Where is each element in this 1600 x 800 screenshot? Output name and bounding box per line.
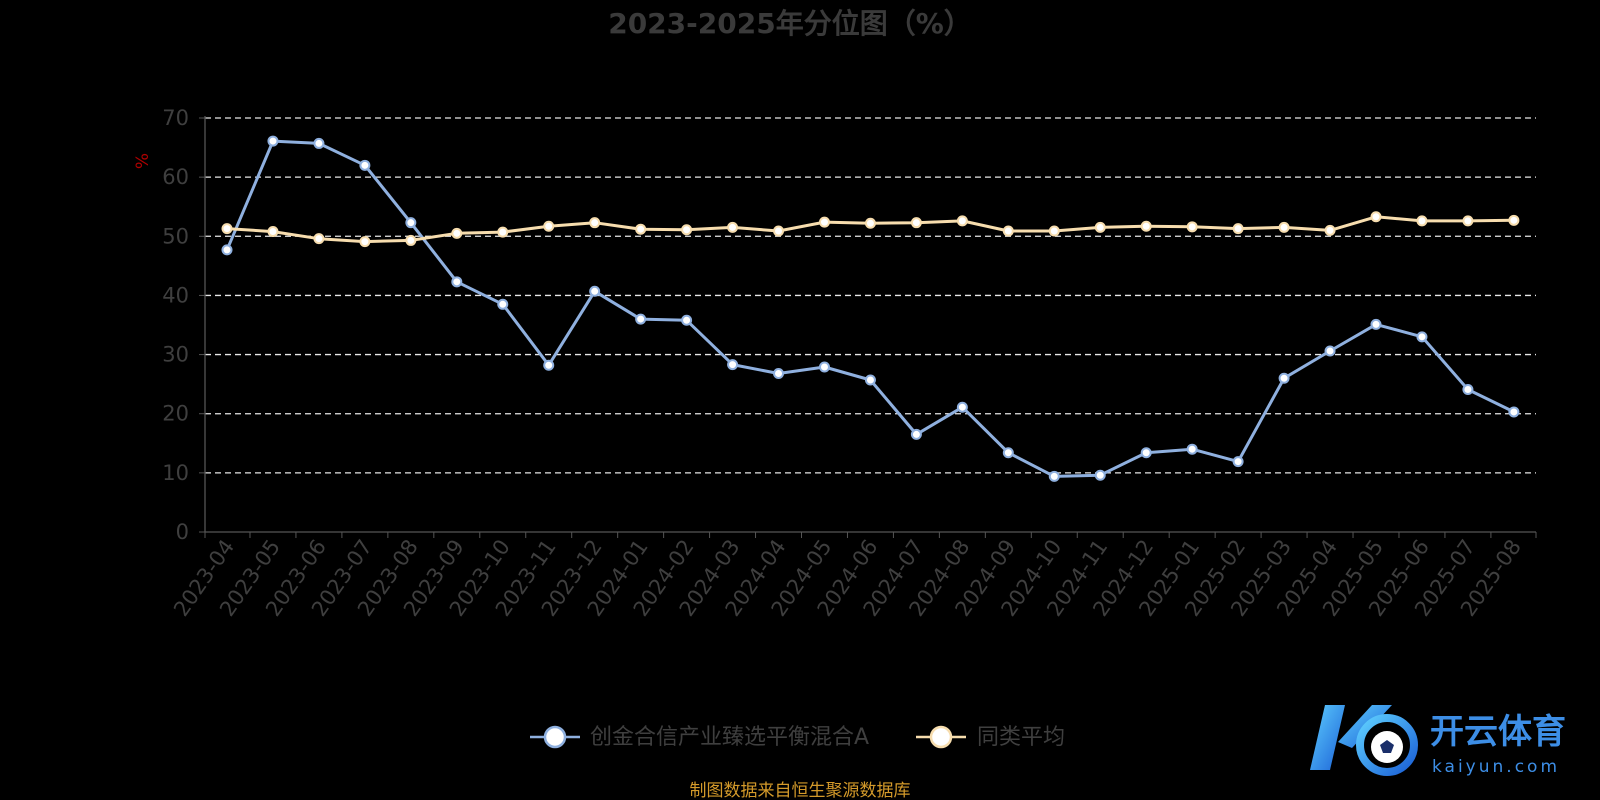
- y-tick-label-60: 60: [162, 165, 189, 189]
- legend-average-label: 同类平均: [977, 725, 1065, 750]
- y-axis-label: %: [133, 153, 153, 169]
- data-point-0-2024-08: [956, 401, 968, 413]
- data-point-0-2024-10: [1048, 470, 1060, 482]
- data-point-1-2024-05: [818, 216, 830, 228]
- data-point-1-2023-10: [497, 226, 509, 238]
- data-point-0-2024-06: [864, 374, 876, 386]
- y-tick-label-30: 30: [162, 343, 189, 367]
- y-tick-label-70: 70: [162, 106, 189, 130]
- legend: 创金合信产业臻选平衡混合A 同类平均: [530, 725, 1065, 750]
- data-point-0-2025-08: [1508, 406, 1520, 418]
- brand-name: 开云体育: [1430, 712, 1566, 752]
- data-point-0-2024-01: [635, 313, 647, 325]
- data-point-1-2023-09: [451, 227, 463, 239]
- kaiyun-logo-icon: [1310, 705, 1418, 776]
- x-tick-labels: 2023-042023-052023-062023-072023-082023-…: [169, 535, 1526, 621]
- data-point-0-2023-11: [543, 359, 555, 371]
- data-point-1-2023-08: [405, 234, 417, 246]
- data-point-0-2023-07: [359, 159, 371, 171]
- data-point-0-2023-04: [221, 244, 233, 256]
- data-point-1-2025-08: [1508, 214, 1520, 226]
- data-point-1-2023-05: [267, 226, 279, 238]
- data-point-0-2024-02: [681, 314, 693, 326]
- data-point-0-2023-10: [497, 298, 509, 310]
- data-point-0-2023-06: [313, 137, 325, 149]
- data-point-1-2024-07: [910, 217, 922, 229]
- legend-fund-label: 创金合信产业臻选平衡混合A: [590, 725, 869, 750]
- data-point-1-2025-02: [1232, 223, 1244, 235]
- data-point-0-2024-09: [1002, 447, 1014, 459]
- data-point-1-2025-04: [1324, 224, 1336, 236]
- data-point-0-2024-11: [1094, 469, 1106, 481]
- source-note: 制图数据来自恒生聚源数据库: [690, 781, 911, 800]
- data-point-1-2024-08: [956, 215, 968, 227]
- data-point-1-2024-09: [1002, 225, 1014, 237]
- y-tick-label-40: 40: [162, 283, 189, 307]
- data-point-0-2023-05: [267, 135, 279, 147]
- data-point-1-2025-03: [1278, 221, 1290, 233]
- data-point-1-2024-11: [1094, 221, 1106, 233]
- data-point-1-2024-10: [1048, 225, 1060, 237]
- y-tick-label-10: 10: [162, 461, 189, 485]
- data-point-0-2025-06: [1416, 331, 1428, 343]
- axes: [199, 116, 1537, 538]
- data-point-1-2023-06: [313, 233, 325, 245]
- data-point-0-2025-01: [1186, 443, 1198, 455]
- data-point-0-2025-05: [1370, 318, 1382, 330]
- series-lines: [221, 135, 1520, 482]
- legend-fund-marker: [543, 725, 567, 749]
- data-point-1-2024-01: [635, 223, 647, 235]
- data-point-0-2024-04: [773, 367, 785, 379]
- data-point-1-2023-11: [543, 220, 555, 232]
- chart-title: 2023-2025年分位图（%）: [608, 7, 972, 40]
- data-point-0-2024-05: [818, 361, 830, 373]
- data-point-1-2025-06: [1416, 215, 1428, 227]
- y-tick-label-0: 0: [176, 520, 189, 544]
- data-point-1-2025-05: [1370, 211, 1382, 223]
- legend-average-marker: [929, 725, 953, 749]
- data-point-1-2024-12: [1140, 220, 1152, 232]
- brand-watermark: 开云体育 kaiyun.com: [1310, 705, 1566, 777]
- data-point-0-2025-04: [1324, 345, 1336, 357]
- data-point-1-2025-01: [1186, 221, 1198, 233]
- y-tick-label-20: 20: [162, 402, 189, 426]
- data-point-0-2025-03: [1278, 372, 1290, 384]
- data-point-1-2023-07: [359, 236, 371, 248]
- brand-url: kaiyun.com: [1432, 757, 1560, 777]
- series-line-0: [225, 139, 1515, 478]
- data-point-1-2024-02: [681, 224, 693, 236]
- data-point-1-2024-03: [727, 221, 739, 233]
- data-point-0-2025-07: [1462, 383, 1474, 395]
- data-point-0-2024-03: [727, 359, 739, 371]
- legend-item-fund[interactable]: 创金合信产业臻选平衡混合A: [530, 725, 869, 750]
- data-point-0-2024-12: [1140, 447, 1152, 459]
- data-point-0-2025-02: [1232, 456, 1244, 468]
- data-point-1-2024-06: [864, 217, 876, 229]
- data-point-0-2023-09: [451, 276, 463, 288]
- data-point-0-2023-08: [405, 217, 417, 229]
- y-tick-label-50: 50: [162, 224, 189, 248]
- data-point-1-2024-04: [773, 225, 785, 237]
- series-1: [221, 211, 1520, 248]
- series-0: [221, 135, 1520, 482]
- legend-item-average[interactable]: 同类平均: [916, 725, 1065, 750]
- data-point-1-2025-07: [1462, 215, 1474, 227]
- y-tick-labels: 0 10 20 30 40 50 60 70: [162, 106, 189, 544]
- grid-lines: [205, 117, 1536, 474]
- data-point-0-2024-07: [910, 428, 922, 440]
- data-point-1-2023-12: [589, 217, 601, 229]
- data-point-1-2023-04: [221, 223, 233, 235]
- data-point-0-2023-12: [589, 285, 601, 297]
